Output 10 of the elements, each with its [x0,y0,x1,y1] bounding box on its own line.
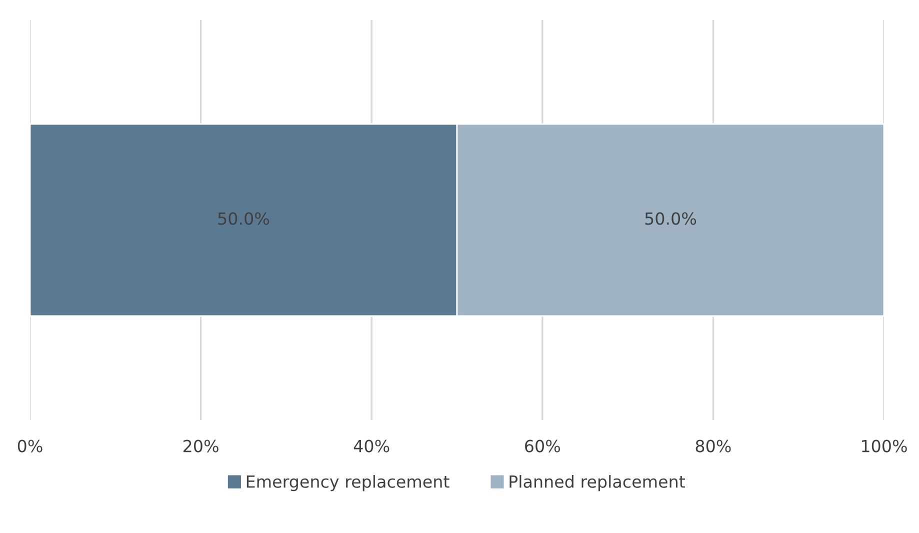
x-tick-label: 80% [696,440,731,452]
x-tick-label: 60% [525,440,560,452]
legend-label: Planned replacement [510,475,685,492]
x-tick-label: 40% [354,440,390,452]
data-label: 50.0% [218,212,270,225]
data-label: 50.0% [645,212,696,225]
x-tick-label: 100% [862,440,907,452]
x-tick-label: 0% [18,440,42,452]
legend-label: Emergency replacement [246,475,450,492]
x-tick-label: 20% [184,440,218,452]
